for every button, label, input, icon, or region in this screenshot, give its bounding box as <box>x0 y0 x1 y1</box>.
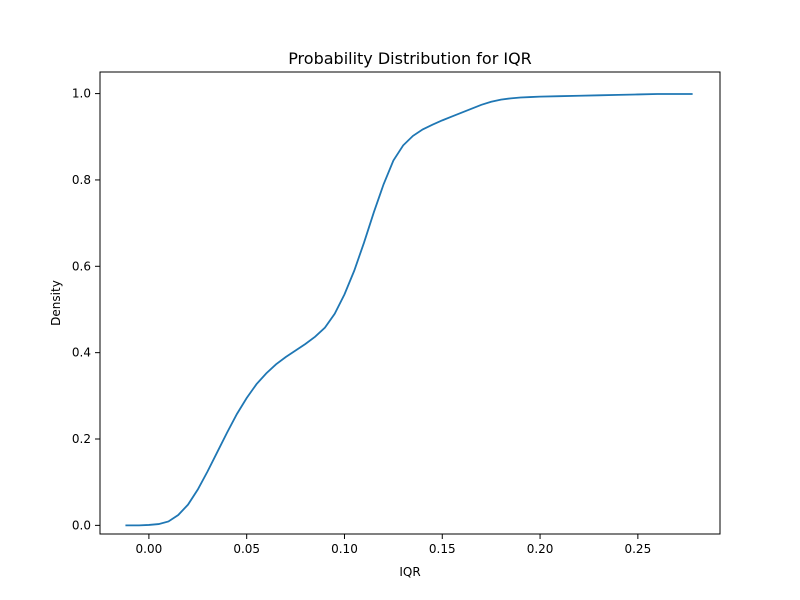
plot-area-frame <box>99 71 721 535</box>
x-axis-label: IQR <box>399 565 420 579</box>
x-axis-ticks: 0.00 0.05 0.10 0.15 0.20 0.25 <box>136 534 651 556</box>
y-tick-label: 1.0 <box>72 87 91 101</box>
x-tick-label: 0.25 <box>624 542 651 556</box>
x-tick-label: 0.05 <box>233 542 260 556</box>
chart-title: Probability Distribution for IQR <box>288 49 532 68</box>
x-tick-label: 0.00 <box>136 542 163 556</box>
y-tick-label: 0.2 <box>72 432 91 446</box>
y-tick-label: 0.8 <box>72 173 91 187</box>
distribution-line <box>125 93 693 527</box>
y-axis-ticks: 0.0 0.2 0.4 0.6 0.8 1.0 <box>72 87 100 532</box>
y-tick-label: 0.6 <box>72 259 91 273</box>
y-tick-label: 0.4 <box>72 346 91 360</box>
x-tick-label: 0.20 <box>527 542 554 556</box>
x-tick-label: 0.15 <box>429 542 456 556</box>
y-tick-label: 0.0 <box>72 518 91 532</box>
x-tick-label: 0.10 <box>331 542 358 556</box>
y-axis-label: Density <box>49 280 63 326</box>
